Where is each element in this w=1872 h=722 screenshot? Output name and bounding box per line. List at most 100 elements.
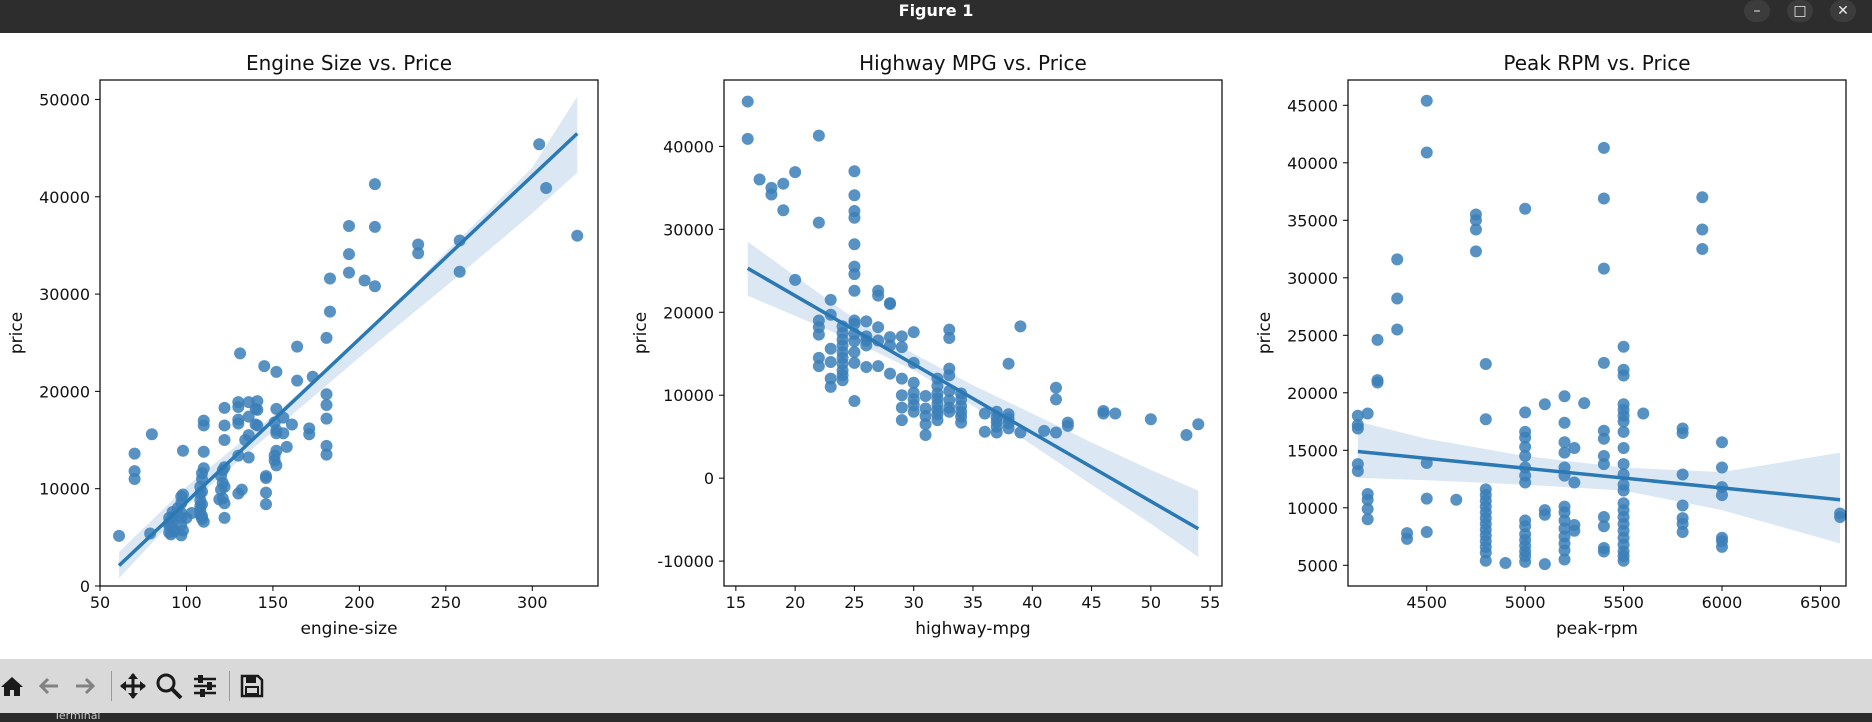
data-point xyxy=(884,367,896,380)
close-button[interactable]: ✕ xyxy=(1830,0,1856,22)
data-point xyxy=(777,177,790,190)
data-point xyxy=(848,395,861,408)
figure-svg: 50 100 150 200 250 30001000020000300004000050… xyxy=(7,51,1847,639)
data-point xyxy=(251,395,264,408)
data-point xyxy=(218,511,231,524)
data-point xyxy=(931,414,944,427)
data-point xyxy=(1038,424,1051,437)
y-tick-label: 30000 xyxy=(663,220,714,239)
data-point xyxy=(895,341,908,354)
data-point xyxy=(753,173,766,186)
data-point xyxy=(1568,524,1581,537)
data-point xyxy=(1558,436,1571,449)
data-point xyxy=(872,360,885,373)
configure-subplots-button[interactable] xyxy=(189,671,221,701)
plot-area xyxy=(1351,94,1846,571)
data-point xyxy=(1597,141,1610,154)
home-button[interactable] xyxy=(0,671,28,701)
pan-button[interactable] xyxy=(117,671,149,701)
y-axis-label: price xyxy=(1255,312,1275,354)
figure-canvas[interactable]: 50 100 150 200 250 300 0 10000 20000 30000 40000 50… xyxy=(0,33,1866,659)
data-point xyxy=(919,429,932,442)
data-point xyxy=(1538,508,1551,521)
data-point xyxy=(218,401,231,414)
data-point xyxy=(1050,381,1062,394)
data-point xyxy=(1371,376,1384,389)
data-point xyxy=(291,374,304,387)
x-tick-label: 50 xyxy=(1141,593,1161,612)
maximize-button[interactable]: □ xyxy=(1787,0,1813,22)
data-point xyxy=(1597,511,1610,523)
x-tick-label: 20 xyxy=(785,593,805,612)
data-point xyxy=(320,388,333,401)
data-point xyxy=(1558,390,1571,403)
x-tick-label: 5000 xyxy=(1505,593,1546,612)
data-point xyxy=(260,486,272,499)
data-point xyxy=(824,356,837,369)
minimize-button[interactable]: – xyxy=(1744,0,1770,22)
configure-subplots-icon xyxy=(194,675,216,697)
y-tick-label: 10000 xyxy=(39,480,90,499)
subplot-highway-mpg: 15 20 25 30 35 40 45 50 55 -10000 0 10000 20000 30000… xyxy=(631,51,1223,639)
data-point xyxy=(571,229,584,242)
confidence-band xyxy=(119,96,578,579)
data-point xyxy=(895,414,908,427)
zoom-button[interactable] xyxy=(153,671,185,701)
back-button[interactable] xyxy=(33,671,65,701)
data-point xyxy=(884,297,896,310)
data-point xyxy=(824,380,837,393)
data-point xyxy=(978,407,991,420)
statusbar: Terminal xyxy=(0,713,1872,722)
y-tick-label: 40000 xyxy=(1287,154,1338,173)
data-point xyxy=(1519,450,1532,463)
data-point xyxy=(1469,223,1482,236)
data-point xyxy=(860,315,873,328)
data-point xyxy=(1361,493,1374,506)
data-point xyxy=(848,335,861,348)
subplot-peak-rpm: 4500 5000 5500 6000 6500 5000 10000 15000 20000 2… xyxy=(1255,51,1847,639)
x-tick-label: 25 xyxy=(844,593,864,612)
y-tick-label: 10000 xyxy=(663,386,714,405)
data-point xyxy=(270,459,283,472)
data-point xyxy=(1420,146,1433,159)
zoom-icon xyxy=(156,673,183,700)
data-point xyxy=(848,189,861,202)
data-point xyxy=(1696,243,1709,256)
data-point xyxy=(1479,413,1492,426)
data-point xyxy=(1479,358,1492,371)
save-button[interactable] xyxy=(236,671,268,701)
x-tick-label: 15 xyxy=(726,593,746,612)
data-point xyxy=(343,266,355,279)
data-point xyxy=(741,132,754,145)
regression-line xyxy=(746,266,1200,531)
data-point xyxy=(1469,214,1482,227)
data-point xyxy=(1558,416,1571,429)
data-point xyxy=(368,220,381,233)
forward-button[interactable] xyxy=(69,671,101,701)
chart-title: Engine Size vs. Price xyxy=(246,51,452,75)
data-point xyxy=(412,238,425,251)
data-point xyxy=(453,265,466,278)
plot-area xyxy=(113,96,584,579)
axes-frame xyxy=(1347,79,1847,587)
y-tick-label: 20000 xyxy=(1287,384,1338,403)
subplot-engine-size: 50 100 150 200 250 300 0 10000 20000 30000 40000 50… xyxy=(7,51,599,639)
chart-title: Highway MPG vs. Price xyxy=(859,51,1087,75)
x-tick-label: 55 xyxy=(1200,593,1220,612)
data-point xyxy=(895,330,908,343)
data-point xyxy=(1676,427,1689,440)
data-point xyxy=(1401,532,1414,545)
data-point xyxy=(128,465,141,478)
data-point xyxy=(1144,413,1157,426)
y-tick-label: 5000 xyxy=(1297,556,1338,575)
data-point xyxy=(1469,245,1482,258)
data-point xyxy=(1637,407,1650,420)
data-point xyxy=(1109,407,1122,420)
data-point xyxy=(234,347,247,360)
data-point xyxy=(242,410,255,423)
scrollbar[interactable] xyxy=(1866,33,1872,659)
data-point xyxy=(789,273,802,286)
data-point xyxy=(1676,468,1689,481)
data-point xyxy=(1597,356,1610,369)
data-point xyxy=(218,434,231,447)
